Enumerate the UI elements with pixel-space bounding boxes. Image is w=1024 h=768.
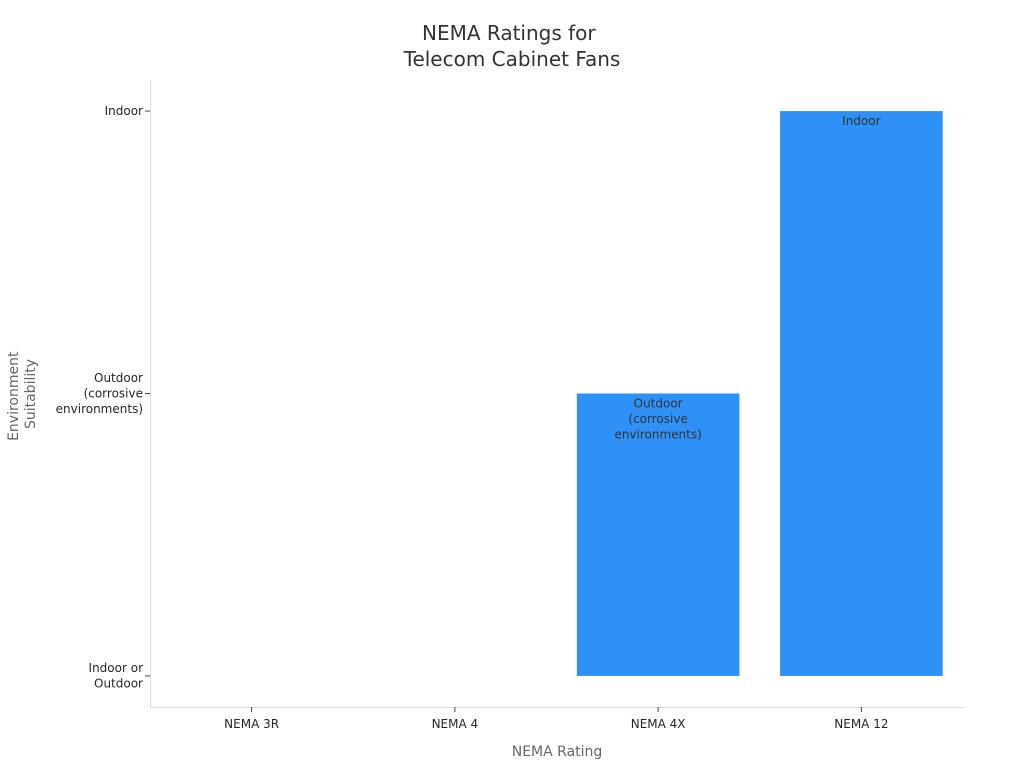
chart-title: NEMA Ratings for Telecom Cabinet Fans	[403, 21, 621, 71]
y-tick-label: Outdoor (corrosive environments)	[56, 371, 143, 416]
x-axis-title: NEMA Rating	[512, 744, 603, 760]
bar-data-label: Outdoor (corrosive environments)	[614, 397, 701, 442]
x-tick-label: NEMA 4X	[631, 717, 686, 731]
x-axis-ticks: NEMA 3R NEMA 4 NEMA 4X NEMA 12	[224, 707, 888, 731]
bar-data-label: Indoor	[842, 114, 880, 128]
y-axis-ticks: Indoor or Outdoor Outdoor (corrosive environ…	[56, 104, 150, 691]
y-axis-title-line-1: Environment	[6, 351, 22, 441]
x-tick-label: NEMA 3R	[224, 717, 279, 731]
x-tick-label: NEMA 4	[432, 717, 479, 731]
bar-labels: Outdoor (corrosive environments) Indoor	[614, 114, 880, 441]
chart-title-line-2: Telecom Cabinet Fans	[403, 47, 621, 71]
y-axis-title: Environment Suitability	[6, 347, 39, 441]
chart-title-line-1: NEMA Ratings for	[422, 21, 596, 45]
bars	[576, 111, 943, 676]
y-tick-label: Indoor	[105, 104, 143, 118]
bar	[576, 393, 740, 676]
plot-area: Outdoor (corrosive environments) Indoor Ind…	[56, 80, 963, 731]
y-tick-label: Indoor or Outdoor	[89, 661, 144, 691]
x-tick-label: NEMA 12	[834, 717, 888, 731]
bar	[780, 111, 943, 676]
y-axis-title-line-2: Suitability	[23, 359, 39, 429]
